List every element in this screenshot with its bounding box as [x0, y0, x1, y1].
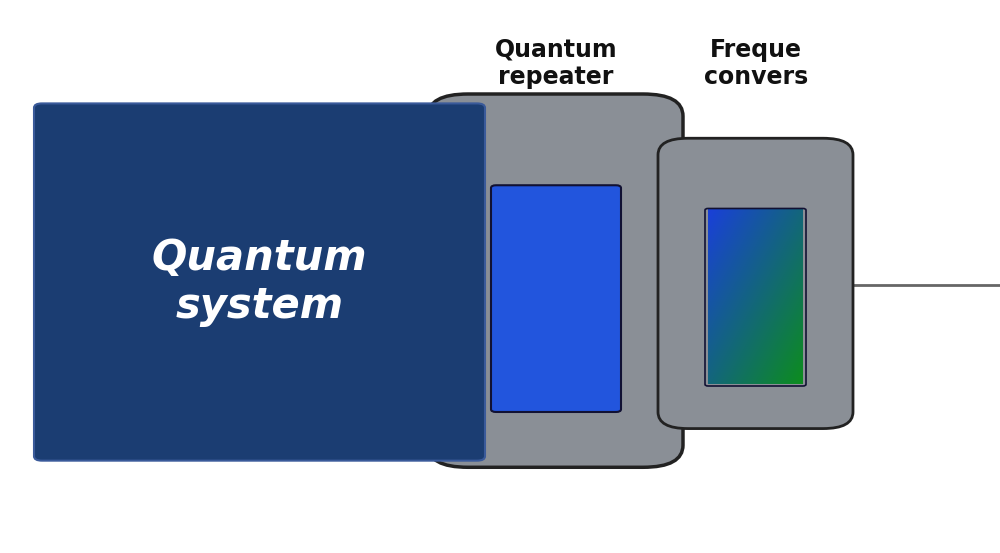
Text: Quantum
repeater: Quantum repeater	[495, 38, 617, 90]
FancyBboxPatch shape	[658, 138, 853, 429]
Text: Freque
convers: Freque convers	[704, 38, 808, 90]
Text: Quantum
system: Quantum system	[152, 237, 367, 327]
FancyBboxPatch shape	[428, 94, 683, 467]
FancyBboxPatch shape	[491, 185, 621, 412]
FancyBboxPatch shape	[34, 103, 485, 461]
